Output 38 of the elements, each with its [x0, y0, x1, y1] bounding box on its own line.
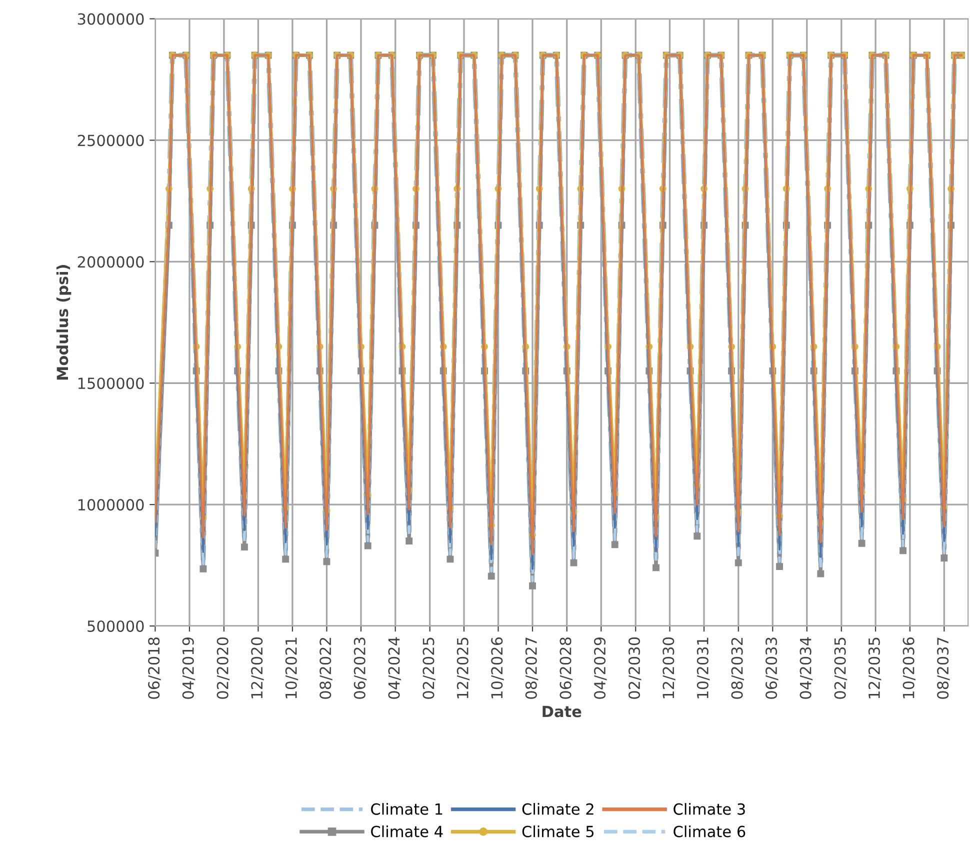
x-tick-label: 12/2035	[868, 638, 882, 698]
x-tick-label: 04/2029	[594, 637, 607, 699]
x-tick-label: 06/2028	[560, 637, 573, 699]
x-axis-title: Date	[542, 706, 582, 718]
x-tick-label: 12/2020	[251, 637, 264, 698]
x-tick-label: 04/2024	[388, 637, 401, 699]
x-tick-label: 10/2036	[902, 637, 916, 698]
legend-label: Climate 6	[674, 825, 746, 838]
y-tick-label: 1500000	[78, 378, 144, 390]
x-tick-label: 06/2033	[766, 638, 778, 699]
x-tick-label: 02/2025	[422, 638, 436, 699]
y-tick-label: 1000000	[78, 499, 144, 511]
x-tick-label: 08/2037	[937, 638, 950, 699]
y-tick-label: 2000000	[78, 256, 144, 268]
x-tick-label: 04/2034	[800, 637, 813, 699]
x-tick-label: 08/2022	[320, 638, 332, 699]
y-tick-label: 2500000	[78, 134, 144, 146]
y-axis-title: Modulus (psi)	[56, 265, 72, 380]
x-tick-label: 12/2025	[456, 638, 470, 698]
x-tick-label: 04/2019	[182, 637, 196, 699]
x-tick-label: 06/2023	[354, 638, 367, 699]
x-tick-label: 10/2021	[285, 638, 298, 698]
x-tick-label: 10/2031	[696, 638, 710, 698]
x-tick-label: 12/2030	[662, 637, 676, 698]
legend-label: Climate 3	[674, 803, 745, 815]
legend-label: Climate 5	[522, 825, 594, 838]
legend-label: Climate 1	[371, 803, 442, 815]
y-tick-label: 3000000	[78, 13, 144, 25]
x-tick-label: 06/2018	[148, 637, 161, 699]
x-tick-label: 02/2020	[216, 637, 230, 699]
legend-label: Climate 4	[371, 825, 443, 838]
x-tick-label: 10/2026	[491, 637, 504, 698]
y-tick-label: 500000	[88, 620, 144, 632]
x-tick-label: 02/2030	[628, 637, 642, 699]
x-tick-label: 08/2027	[525, 638, 538, 699]
legend-label: Climate 2	[522, 803, 594, 815]
x-tick-label: 08/2032	[731, 638, 744, 699]
x-tick-label: 02/2035	[834, 638, 848, 699]
